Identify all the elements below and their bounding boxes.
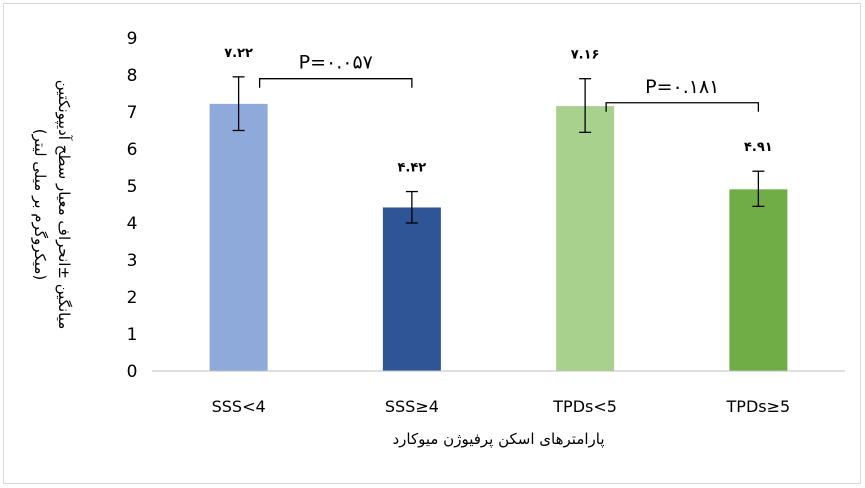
- y-tick-label: 9: [127, 29, 138, 49]
- chart-frame: [3, 3, 861, 484]
- x-axis-title: پارامترهای اسکن پرفیوژن میوکارد: [392, 430, 604, 449]
- bar: [556, 106, 615, 371]
- bar: [729, 189, 788, 371]
- bar: [382, 207, 441, 371]
- y-tick-label: 6: [127, 140, 138, 160]
- y-tick-label: 4: [127, 214, 138, 234]
- y-axis-subtitle: (میکروگرم بر میلی لیتر): [31, 129, 49, 280]
- y-tick-label: 7: [127, 103, 138, 123]
- data-label: ۷.۲۲: [224, 46, 253, 61]
- y-tick-label: 1: [127, 325, 138, 345]
- category-label: TPDs<5: [552, 397, 617, 416]
- data-label: ۷.۱۶: [571, 48, 600, 63]
- significance-bracket: [258, 78, 413, 88]
- bar: [209, 103, 268, 372]
- y-tick-label: 5: [127, 177, 138, 197]
- y-tick-label: 2: [127, 288, 138, 308]
- data-label: ۴.۹۱: [744, 140, 773, 155]
- data-label: ۴.۴۲: [398, 161, 427, 176]
- y-axis-title: میانگین ±انحراف معیار سطح آدیپونکتین: [54, 80, 73, 330]
- category-label: TPDs≥5: [726, 397, 791, 416]
- y-tick-label: 3: [127, 251, 138, 271]
- category-label: SSS≥4: [385, 397, 439, 416]
- p-value-label: P=۰.۱۸۱: [645, 76, 719, 98]
- category-label: SSS<4: [212, 397, 266, 416]
- significance-bracket: [605, 102, 760, 112]
- y-tick-label: 0: [127, 362, 138, 382]
- y-tick-label: 8: [127, 66, 138, 86]
- p-value-label: P=۰.۰۵۷: [299, 52, 373, 74]
